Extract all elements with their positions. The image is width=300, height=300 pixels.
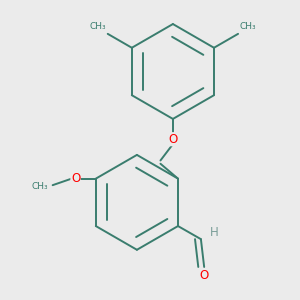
- Text: O: O: [168, 133, 178, 146]
- Text: CH₃: CH₃: [32, 182, 48, 191]
- Text: O: O: [71, 172, 80, 185]
- Text: CH₃: CH₃: [89, 22, 106, 31]
- Text: CH₃: CH₃: [240, 22, 256, 31]
- Text: O: O: [200, 268, 209, 282]
- Text: H: H: [210, 226, 219, 239]
